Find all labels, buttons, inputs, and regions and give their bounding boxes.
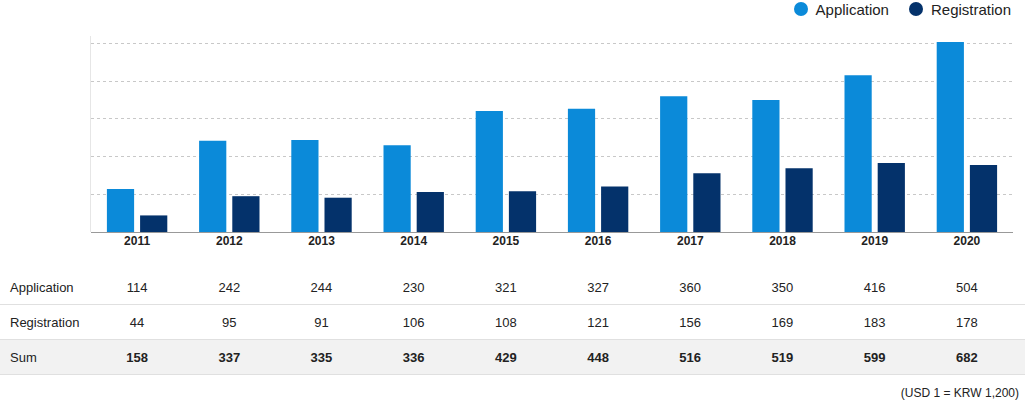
html-text:244: 244 bbox=[310, 279, 333, 295]
svg-text:2013: 2013 bbox=[308, 234, 335, 248]
html-text:(USD 1 = KRW 1,200): (USD 1 = KRW 1,200) bbox=[900, 386, 1019, 400]
html-text:95: 95 bbox=[222, 314, 237, 330]
html-text:682: 682 bbox=[955, 349, 978, 365]
html-text:337: 337 bbox=[218, 349, 241, 365]
svg-text:2017: 2017 bbox=[677, 234, 704, 248]
html-text:336: 336 bbox=[402, 349, 425, 365]
html-text:516: 516 bbox=[679, 349, 702, 365]
svg-text:2014: 2014 bbox=[400, 234, 427, 248]
html-text:114: 114 bbox=[126, 279, 148, 295]
html-text:Registration: Registration bbox=[931, 0, 1011, 18]
svg-text:2020: 2020 bbox=[954, 234, 981, 248]
svg-text:2018: 2018 bbox=[769, 234, 796, 248]
html-text:Registration: Registration bbox=[10, 314, 80, 330]
svg-text:2019: 2019 bbox=[861, 234, 888, 248]
html-text:321: 321 bbox=[495, 279, 517, 295]
html-text:156: 156 bbox=[679, 314, 702, 330]
svg-text:2011: 2011 bbox=[124, 234, 150, 248]
html-text:242: 242 bbox=[218, 279, 241, 295]
html-text:504: 504 bbox=[955, 279, 978, 295]
html-text:230: 230 bbox=[402, 279, 425, 295]
html-text:Sum: Sum bbox=[10, 349, 37, 365]
html-text:599: 599 bbox=[863, 349, 886, 365]
html-text:158: 158 bbox=[126, 349, 148, 365]
html-text:178: 178 bbox=[955, 314, 978, 330]
html-text:327: 327 bbox=[587, 279, 609, 295]
html-text:429: 429 bbox=[495, 349, 517, 365]
html-text:360: 360 bbox=[679, 279, 702, 295]
html-text:Application: Application bbox=[815, 0, 889, 18]
svg-text:2016: 2016 bbox=[585, 234, 612, 248]
html-text:183: 183 bbox=[863, 314, 886, 330]
html-text:350: 350 bbox=[771, 279, 794, 295]
html-text:335: 335 bbox=[310, 349, 333, 365]
html-text:108: 108 bbox=[495, 314, 517, 330]
html-text:448: 448 bbox=[587, 349, 609, 365]
html-text:121: 121 bbox=[587, 314, 609, 330]
html-text:519: 519 bbox=[771, 349, 794, 365]
html-text:91: 91 bbox=[314, 314, 329, 330]
html-text:44: 44 bbox=[129, 314, 145, 330]
html-text:169: 169 bbox=[771, 314, 794, 330]
svg-text:2015: 2015 bbox=[493, 234, 520, 248]
html-text:Application: Application bbox=[10, 279, 74, 295]
html-text:416: 416 bbox=[863, 279, 886, 295]
svg-text:2012: 2012 bbox=[216, 234, 243, 248]
html-text:106: 106 bbox=[402, 314, 425, 330]
